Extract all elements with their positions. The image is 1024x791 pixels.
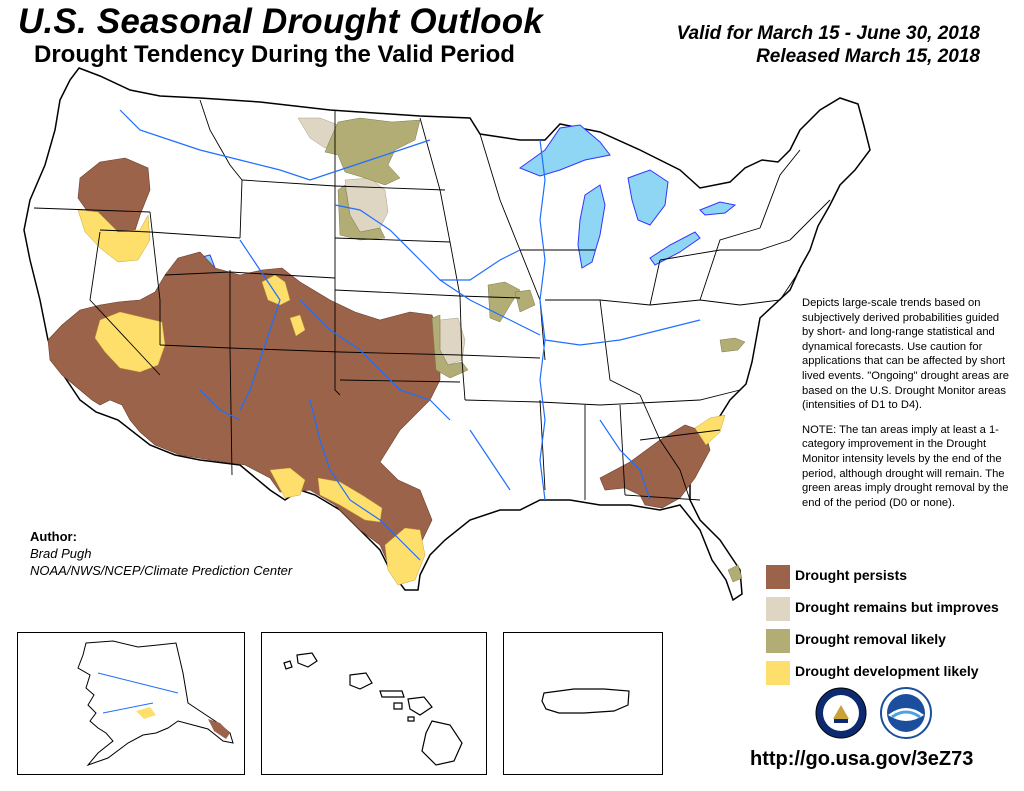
legend-label: Drought remains but improves — [795, 599, 999, 615]
doc-seal-icon — [815, 687, 867, 739]
description-panel: Depicts large-scale trends based on subj… — [802, 296, 1014, 520]
author-block: Author: Brad Pugh NOAA/NWS/NCEP/Climate … — [30, 528, 292, 579]
page-title: U.S. Seasonal Drought Outlook — [18, 2, 544, 41]
hawaii-island-oahu — [349, 672, 373, 690]
legend-label: Drought development likely — [795, 663, 979, 679]
hawaii-island-kahoolawe — [407, 716, 415, 722]
dev-south-texas — [384, 527, 426, 586]
hawaii-island-lanai — [393, 702, 403, 710]
removal-illinois — [514, 289, 536, 313]
puerto-rico-inset — [503, 632, 663, 775]
dev-colorado-small — [289, 314, 306, 337]
hawaii-map — [283, 652, 463, 766]
outlook-url: http://go.usa.gov/3eZ73 — [750, 748, 974, 770]
state-borders — [33, 99, 831, 501]
persists-georgia-carolina — [599, 424, 711, 509]
dev-west-texas — [269, 467, 306, 499]
lake-ontario — [699, 201, 737, 216]
legend-swatch — [766, 629, 790, 653]
hawaii-inset — [261, 632, 487, 775]
page-subtitle: Drought Tendency During the Valid Period — [34, 41, 515, 68]
removal-virginia — [719, 337, 746, 353]
legend-label: Drought persists — [795, 567, 908, 583]
hawaii-island-big — [421, 720, 463, 766]
legend-swatch — [766, 597, 790, 621]
alaska-map — [77, 640, 234, 767]
release-date: Released March 15, 2018 — [756, 46, 980, 67]
author-name: Brad Pugh — [30, 546, 92, 561]
noaa-logo-icon — [880, 687, 932, 739]
note-paragraph: NOTE: The tan areas imply at least a 1-c… — [802, 423, 1009, 509]
alaska-inset — [17, 632, 245, 775]
dev-nevada — [94, 311, 166, 373]
removal-montana — [324, 117, 421, 186]
hawaii-island-kauai — [296, 652, 318, 668]
removal-dakota — [337, 184, 386, 241]
hawaii-island-molokai — [379, 690, 405, 698]
alaska-land — [77, 640, 234, 767]
hawaii-island-maui — [407, 696, 433, 716]
dev-oregon-cal — [77, 209, 151, 263]
rivers — [119, 109, 701, 561]
valid-period: Valid for March 15 - June 30, 2018 — [676, 23, 980, 44]
legend-swatch — [766, 565, 790, 589]
puerto-rico-map — [541, 688, 630, 714]
description-paragraph: Depicts large-scale trends based on subj… — [802, 297, 1009, 412]
author-label: Author: — [30, 529, 77, 544]
legend-swatch — [766, 661, 790, 685]
removal-missouri — [487, 281, 521, 323]
lake-michigan — [577, 184, 606, 269]
alaska-persists — [208, 719, 230, 739]
removal-florida — [727, 564, 743, 583]
lake-erie — [649, 231, 701, 266]
legend-label: Drought removal likely — [795, 631, 946, 647]
hawaii-island-niihau — [283, 660, 293, 670]
puerto-rico-land — [541, 688, 630, 714]
validity-block: Valid for March 15 - June 30, 2018 Relea… — [677, 22, 980, 68]
author-organization: NOAA/NWS/NCEP/Climate Prediction Center — [30, 563, 293, 578]
dev-carolina — [694, 414, 726, 446]
drought-removal-areas — [324, 117, 746, 583]
lake-huron — [627, 169, 669, 226]
alaska-development — [136, 707, 156, 719]
